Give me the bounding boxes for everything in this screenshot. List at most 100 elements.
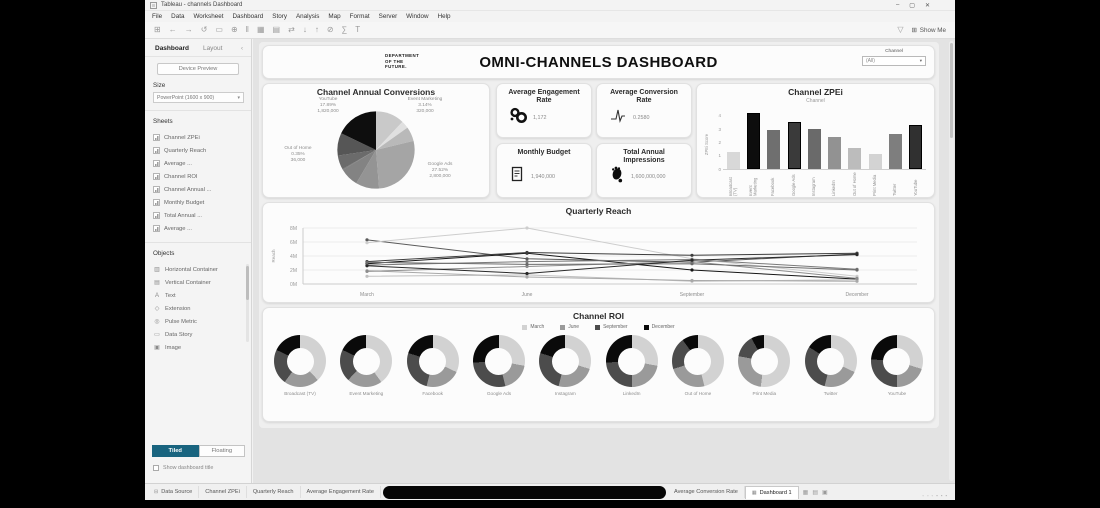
tableau-logo-icon[interactable]: ⊞ bbox=[154, 25, 161, 34]
bar-broadcast-tv[interactable] bbox=[726, 151, 740, 169]
maximize-button[interactable]: ▢ bbox=[909, 2, 915, 9]
line-point[interactable] bbox=[855, 268, 859, 272]
line-point[interactable] bbox=[525, 262, 529, 266]
donut-event-marketing[interactable]: Event Marketing bbox=[335, 335, 397, 396]
donut-facebook[interactable]: Facebook bbox=[402, 335, 464, 396]
line-point[interactable] bbox=[365, 264, 369, 268]
menu-help[interactable]: Help bbox=[437, 13, 451, 20]
menu-worksheet[interactable]: Worksheet bbox=[193, 13, 224, 20]
donut-chart-zone[interactable]: Channel ROI March June September December B… bbox=[262, 307, 935, 422]
pie-slice-youtube[interactable] bbox=[341, 111, 376, 150]
sheet-item-monthly-budget[interactable]: Monthly Budget bbox=[153, 196, 251, 209]
line-point[interactable] bbox=[525, 275, 529, 279]
sheet-tab-channel-zpei[interactable]: Channel ZPEi bbox=[199, 486, 247, 498]
sheet-item-quarterly-reach[interactable]: Quarterly Reach bbox=[153, 144, 251, 157]
minimize-button[interactable]: – bbox=[895, 1, 900, 8]
tab-layout[interactable]: Layout bbox=[202, 45, 223, 52]
donut-out-of-home[interactable]: Out of Home bbox=[667, 335, 729, 396]
header-zone[interactable]: DEPARTMENT OF THE FUTURE. OMNI-CHANNELS … bbox=[262, 45, 935, 79]
new-story-button[interactable]: ▣ bbox=[822, 489, 828, 496]
channel-filter-dropdown[interactable]: (All) ▾ bbox=[862, 56, 926, 66]
menu-story[interactable]: Story bbox=[272, 13, 287, 20]
sheet-item-average[interactable]: Average ... bbox=[153, 157, 251, 170]
kpi-card-monthly-budget[interactable]: Monthly Budget 1,940,000 bbox=[496, 143, 592, 198]
donut-google-ads[interactable]: Google Ads bbox=[468, 335, 530, 396]
status-icon[interactable]: ▪ bbox=[940, 493, 943, 498]
line-point[interactable] bbox=[525, 226, 529, 230]
line-point[interactable] bbox=[690, 262, 694, 266]
object-item-horizontal-container[interactable]: ▥ Horizontal Container bbox=[153, 263, 251, 276]
donut-twitter[interactable]: Twitter bbox=[800, 335, 862, 396]
clear-icon[interactable]: ⊘ bbox=[326, 25, 334, 34]
line-point[interactable] bbox=[525, 250, 529, 255]
sheet-tab-dashboard-1[interactable]: ▦ Dashboard 1 bbox=[744, 485, 799, 499]
pie-slice-print-media[interactable] bbox=[337, 150, 376, 170]
pie-slice-twitter[interactable] bbox=[337, 133, 376, 156]
sheet-item-channel-annual[interactable]: Channel Annual ... bbox=[153, 183, 251, 196]
sheet-tab-average-engagement-rate[interactable]: Average Engagement Rate bbox=[301, 486, 381, 498]
pie-slice-broadcast-tv[interactable] bbox=[376, 111, 403, 150]
donut-youtube[interactable]: YouTube bbox=[866, 335, 928, 396]
bar-out-of-home[interactable] bbox=[848, 147, 862, 169]
menu-server[interactable]: Server bbox=[378, 13, 398, 20]
kpi-card-total-annual-impressions[interactable]: Total Annual Impressions 1,600,000,000 bbox=[596, 143, 692, 198]
pie-slice-instagram[interactable] bbox=[356, 150, 380, 189]
donut-instagram[interactable]: Instagram bbox=[534, 335, 596, 396]
object-item-vertical-container[interactable]: ▤ Vertical Container bbox=[153, 276, 251, 289]
status-icon[interactable]: ▪ bbox=[936, 493, 938, 498]
pie-slice-facebook[interactable] bbox=[376, 127, 414, 150]
line-point[interactable] bbox=[525, 271, 529, 276]
line-point[interactable] bbox=[690, 253, 694, 257]
line-point[interactable] bbox=[855, 276, 859, 280]
pie-slice-out-of-home[interactable] bbox=[342, 150, 376, 170]
line-series-facebook[interactable] bbox=[366, 252, 858, 280]
menu-window[interactable]: Window bbox=[406, 13, 429, 20]
bar-linkedin[interactable] bbox=[828, 137, 842, 169]
object-item-data-story[interactable]: ▭ Data Story bbox=[153, 328, 251, 341]
line-chart-zone[interactable]: Quarterly Reach 0M 2M 4M 6M 8M March June Septe… bbox=[262, 202, 935, 303]
line-point[interactable] bbox=[525, 257, 529, 261]
menu-file[interactable]: File bbox=[152, 13, 163, 20]
bar-chart-zone[interactable]: Channel ZPEi Channel ZPEi Score 0 1 2 3 4 Br… bbox=[696, 83, 935, 198]
floating-button[interactable]: Floating bbox=[198, 445, 245, 457]
add-datasource-icon[interactable]: ⊕ bbox=[230, 25, 238, 34]
donut-print-media[interactable]: Print Media bbox=[733, 335, 795, 396]
legend-item-june[interactable]: June bbox=[560, 324, 579, 330]
pie-slice-linkedin[interactable] bbox=[342, 150, 376, 184]
line-point[interactable] bbox=[365, 269, 369, 273]
bar-youtube[interactable] bbox=[909, 125, 923, 169]
pie-slice-event-marketing[interactable] bbox=[376, 121, 408, 150]
line-point[interactable] bbox=[690, 278, 694, 283]
line-point[interactable] bbox=[690, 258, 694, 262]
size-dropdown[interactable]: PowerPoint (1600 x 900) ▾ bbox=[153, 92, 244, 103]
canvas-scrollbar[interactable] bbox=[949, 41, 954, 481]
menu-map[interactable]: Map bbox=[328, 13, 341, 20]
replay-icon[interactable]: ↺ bbox=[200, 25, 208, 34]
device-preview-button[interactable]: Device Preview bbox=[157, 63, 239, 75]
bar-event-marketing[interactable] bbox=[746, 113, 760, 169]
new-worksheet-button[interactable]: ▦ bbox=[802, 489, 809, 496]
status-icon[interactable]: ▪ bbox=[945, 493, 947, 498]
duplicate-sheet-icon[interactable]: ▤ bbox=[272, 25, 281, 34]
line-point[interactable] bbox=[365, 241, 369, 245]
legend-item-march[interactable]: March bbox=[522, 324, 544, 330]
bar-print-media[interactable] bbox=[868, 154, 882, 169]
save-icon[interactable]: ▭ bbox=[215, 25, 223, 34]
bar-facebook[interactable] bbox=[767, 130, 781, 169]
status-icon[interactable]: ▫ bbox=[931, 493, 934, 498]
legend-item-december[interactable]: December bbox=[643, 324, 675, 330]
tiled-button[interactable]: Tiled bbox=[152, 445, 199, 457]
show-me-button[interactable]: ⊞ Show Me bbox=[911, 27, 946, 34]
pie-slice-google-ads[interactable] bbox=[376, 140, 415, 189]
sheet-item-total-annual[interactable]: Total Annual ... bbox=[153, 209, 251, 222]
bar-instagram[interactable] bbox=[807, 129, 821, 169]
sort-ascending-icon[interactable]: ↓ bbox=[302, 25, 307, 34]
line-point[interactable] bbox=[365, 274, 369, 278]
sheet-tab-data-source[interactable]: ⊟ Data Source bbox=[148, 486, 200, 498]
line-point[interactable] bbox=[525, 260, 529, 264]
line-series-linkedin[interactable] bbox=[366, 274, 858, 282]
tab-dashboard[interactable]: Dashboard bbox=[155, 45, 189, 52]
object-item-text[interactable]: A Text bbox=[153, 289, 251, 302]
sheet-tab-quarterly-reach[interactable]: Quarterly Reach bbox=[247, 486, 301, 498]
bar-google-ads[interactable] bbox=[787, 122, 801, 169]
